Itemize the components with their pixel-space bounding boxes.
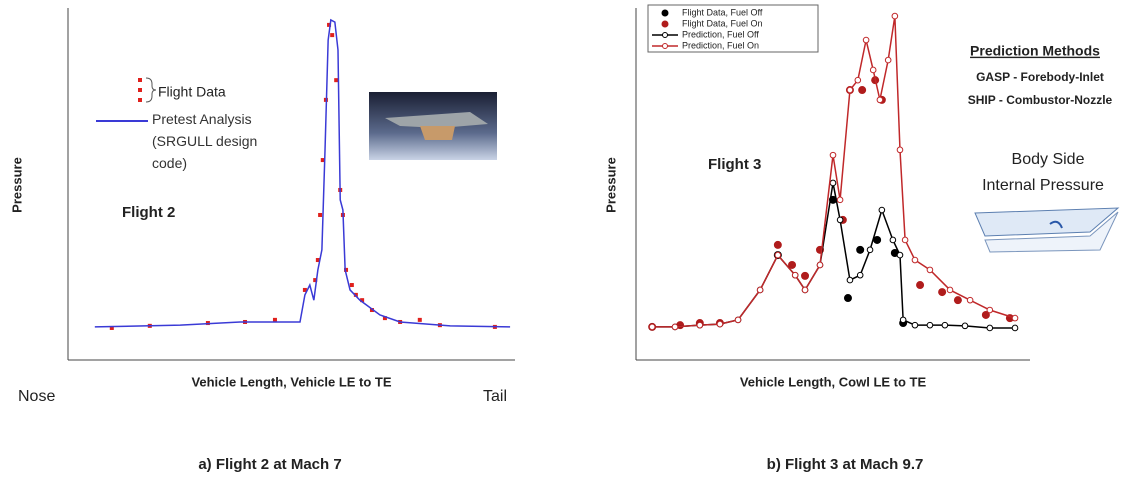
data-point: [757, 287, 763, 293]
series-line: [652, 16, 1015, 327]
data-point: [912, 322, 918, 328]
legend-marker: [662, 10, 669, 17]
data-point: [897, 252, 903, 258]
annotation: Prediction Methods: [970, 43, 1100, 59]
data-point: [801, 272, 809, 280]
aircraft-image: [369, 92, 497, 160]
legend-marker: [663, 44, 668, 49]
data-point: [697, 322, 703, 328]
data-point: [927, 322, 933, 328]
legend-entry: Flight Data: [158, 84, 226, 100]
data-point: [774, 241, 782, 249]
data-point: [897, 147, 903, 153]
data-point: [792, 272, 798, 278]
data-point: [879, 207, 885, 213]
annotation: Body Side: [1012, 151, 1085, 168]
data-point: [1012, 315, 1018, 321]
data-point: [830, 152, 836, 158]
data-point: [938, 288, 946, 296]
data-point: [892, 13, 898, 19]
series-line: [652, 183, 1015, 328]
data-point: [837, 197, 843, 203]
data-point: [858, 86, 866, 94]
data-point: [844, 294, 852, 302]
y-axis-label: Pressure: [603, 157, 618, 213]
annotation: Flight 3: [708, 156, 761, 173]
data-point: [334, 78, 338, 82]
data-point: [735, 317, 741, 323]
data-point: [1012, 325, 1018, 331]
data-point: [418, 318, 422, 322]
data-point: [877, 97, 883, 103]
data-point: [900, 317, 906, 323]
data-point: [947, 287, 953, 293]
legend-marker: [662, 21, 669, 28]
x-axis-label: Vehicle Length, Cowl LE to TE: [740, 374, 927, 389]
legend-marker: [138, 98, 142, 102]
data-point: [954, 296, 962, 304]
data-point: [942, 322, 948, 328]
data-point: [867, 247, 873, 253]
legend-bracket: [146, 78, 156, 102]
body-side-diagram: [975, 208, 1118, 252]
axis-end-label: Tail: [483, 388, 507, 405]
annotation: SHIP - Combustor-Nozzle: [968, 93, 1113, 107]
data-point: [847, 87, 853, 93]
chart: Pressure Vehicle Length, Vehicle LE to TE…: [0, 0, 1133, 483]
legend-entry: Prediction, Fuel On: [682, 40, 759, 50]
data-point: [987, 307, 993, 313]
data-point: [649, 324, 655, 330]
data-point: [672, 324, 678, 330]
data-point: [967, 297, 973, 303]
data-point: [837, 217, 843, 223]
x-axis-label: Vehicle Length, Vehicle LE to TE: [191, 374, 391, 389]
data-point: [916, 281, 924, 289]
annotation: Flight 2: [122, 204, 175, 221]
caption: a) Flight 2 at Mach 7: [198, 456, 341, 473]
axis-end-label: Nose: [18, 388, 55, 405]
legend-marker: [138, 88, 142, 92]
data-point: [775, 252, 781, 258]
y-axis-label: Pressure: [9, 157, 24, 213]
data-point: [885, 57, 891, 63]
data-point: [817, 262, 823, 268]
legend-marker: [663, 33, 668, 38]
annotation: Internal Pressure: [982, 177, 1104, 194]
caption: b) Flight 3 at Mach 9.7: [767, 456, 924, 473]
data-point: [890, 237, 896, 243]
data-point: [857, 272, 863, 278]
legend-marker: [138, 78, 142, 82]
data-point: [717, 321, 723, 327]
data-point: [318, 213, 322, 217]
data-point: [962, 323, 968, 329]
data-point: [350, 283, 354, 287]
data-point: [902, 237, 908, 243]
legend-entry: Pretest Analysis (SRGULL design code): [152, 108, 292, 174]
data-point: [863, 37, 869, 43]
data-point: [830, 180, 836, 186]
data-point: [802, 287, 808, 293]
data-point: [927, 267, 933, 273]
data-point: [847, 277, 853, 283]
legend-entry: Flight Data, Fuel On: [682, 18, 763, 28]
data-point: [912, 257, 918, 263]
data-point: [330, 33, 334, 37]
data-point: [987, 325, 993, 331]
annotation: GASP - Forebody-Inlet: [976, 70, 1104, 84]
data-point: [870, 67, 876, 73]
figure: Pressure Vehicle Length, Vehicle LE to TE…: [0, 0, 1133, 483]
data-point: [855, 77, 861, 83]
legend-entry: Flight Data, Fuel Off: [682, 7, 763, 17]
data-point: [856, 246, 864, 254]
legend-entry: Prediction, Fuel Off: [682, 29, 759, 39]
